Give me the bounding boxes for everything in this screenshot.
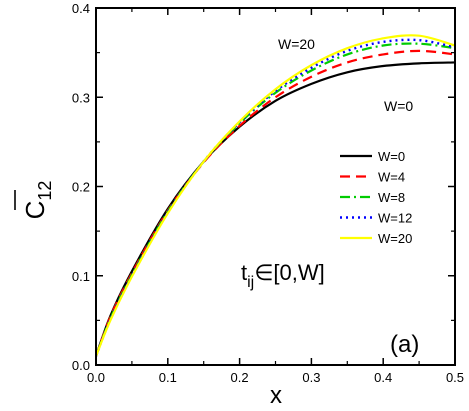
y-tick-label: 0.1 (72, 269, 90, 284)
y-tick-label: 0.2 (72, 180, 90, 195)
y-axis-label-subscript: 12 (35, 181, 55, 201)
y-tick-label: 0.4 (72, 1, 90, 16)
range-annotation-rest: ∈[0,W] (254, 260, 325, 285)
y-axis-label: C12 (14, 181, 55, 220)
x-tick-label: 0.3 (302, 370, 320, 385)
x-tick-label: 0.2 (231, 370, 249, 385)
annotation-bottom-curve: W=0 (384, 98, 413, 114)
y-axis-label-base: C (20, 201, 50, 220)
series-line-w20 (96, 34, 455, 357)
annotation-top-curve: W=20 (278, 36, 315, 52)
legend-label: W=12 (378, 211, 412, 226)
legend-label: W=8 (378, 190, 405, 205)
y-tick-label: 0.3 (72, 90, 90, 105)
x-tick-label: 0.4 (374, 370, 392, 385)
legend: W=0 W=4 W=8 W=12 W=20 (340, 149, 412, 246)
x-tick-label: 0.1 (159, 370, 177, 385)
legend-label: W=4 (378, 170, 405, 185)
x-tick-label: 0.0 (87, 370, 105, 385)
plot-frame (95, 7, 456, 366)
panel-label: (a) (390, 331, 419, 358)
legend-label: W=20 (378, 231, 412, 246)
x-tick-label: 0.5 (446, 370, 464, 385)
range-annotation-subscript: ij (247, 274, 254, 291)
series-layer (96, 34, 455, 357)
range-annotation: tij∈[0,W] (241, 260, 325, 291)
x-axis-label: x (270, 382, 282, 409)
y-tick-label: 0.0 (72, 358, 90, 373)
ticks-layer: 0.0 0.1 0.2 0.3 0.4 0.5 0.0 0.1 0.2 0.3 0.4 (72, 1, 464, 385)
range-annotation-base: t (241, 260, 247, 285)
legend-label: W=0 (378, 149, 405, 164)
svg-text:C12: C12 (20, 181, 55, 220)
